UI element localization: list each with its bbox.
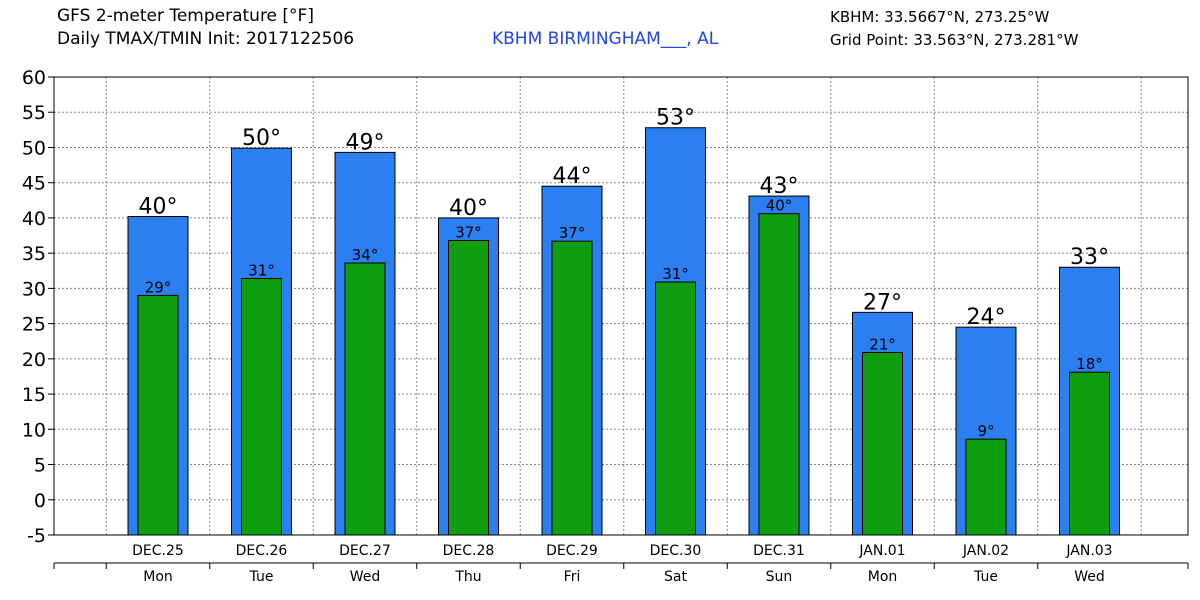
x-axis-ticks: DEC.25 Mon DEC.26 Tue DEC.27 Wed DEC.28 Thu DEC.… [105, 543, 1113, 585]
tmin-label-1: 31° [248, 262, 275, 280]
tmin-label-6: 40° [766, 197, 793, 215]
x-day-label-1: Tue [249, 569, 274, 585]
grid-point-coordinates: Grid Point: 33.563°N, 273.281°W [830, 31, 1079, 49]
tmin-label-2: 34° [352, 246, 379, 264]
x-day-label-2: Wed [350, 569, 381, 585]
y-tick-label-1: 0 [34, 490, 46, 512]
tmin-label-7: 21° [869, 336, 896, 354]
tmax-label-8: 24° [967, 305, 1006, 330]
tmin-bar-5 [655, 281, 696, 536]
tmax-label-1: 50° [242, 126, 281, 151]
chart-title-line2: Daily TMAX/TMIN Init: 2017122506 [57, 29, 355, 49]
x-day-label-5: Sat [664, 569, 687, 585]
y-tick-label-10: 45 [22, 173, 46, 195]
x-day-label-8: Tue [973, 569, 998, 585]
x-day-label-0: Mon [143, 569, 173, 585]
x-date-label-0: DEC.25 [132, 543, 184, 559]
x-day-label-9: Wed [1074, 569, 1105, 585]
tmin-bar-1 [241, 278, 282, 536]
y-tick-label-9: 40 [22, 208, 46, 230]
x-date-label-8: JAN.02 [962, 543, 1009, 559]
tmin-bar-4 [551, 240, 593, 536]
tmax-label-2: 49° [346, 130, 385, 155]
y-tick-label-12: 55 [22, 102, 46, 124]
tmin-label-3: 37° [455, 223, 482, 241]
y-tick-label-4: 15 [22, 384, 46, 406]
tmin-bar-0 [137, 294, 179, 536]
tmax-label-3: 40° [449, 196, 488, 221]
grid-lines [54, 77, 1188, 535]
bars: 40°29°50°31°49°34°40°37°44°37°53°31°43°4… [127, 106, 1120, 536]
tmin-label-8: 9° [977, 422, 994, 440]
tmin-label-5: 31° [662, 265, 689, 283]
y-tick-label-11: 50 [22, 137, 46, 159]
tmax-label-5: 53° [656, 106, 695, 131]
x-date-label-9: JAN.03 [1065, 543, 1112, 559]
x-day-label-3: Thu [454, 569, 481, 585]
tmin-bar-8 [965, 438, 1007, 536]
tmin-label-4: 37° [559, 224, 586, 242]
x-day-label-4: Fri [564, 569, 581, 585]
y-tick-label-7: 30 [22, 278, 46, 300]
x-date-label-6: DEC.31 [753, 543, 805, 559]
x-date-label-7: JAN.01 [858, 543, 905, 559]
y-tick-label-8: 35 [22, 243, 46, 265]
station-name: KBHM BIRMINGHAM___, AL [492, 29, 719, 49]
y-tick-label-13: 60 [22, 67, 46, 89]
chart-title-line1: GFS 2-meter Temperature [°F] [57, 6, 314, 26]
tmin-label-0: 29° [145, 278, 172, 296]
x-date-label-4: DEC.29 [546, 543, 598, 559]
tmax-label-4: 44° [553, 164, 592, 189]
tmin-bar-7 [862, 352, 903, 536]
tmin-label-9: 18° [1076, 355, 1103, 373]
tmax-label-0: 40° [139, 195, 178, 220]
tmin-bar-9 [1069, 371, 1110, 536]
y-tick-label-5: 20 [22, 349, 46, 371]
x-date-label-5: DEC.30 [650, 543, 702, 559]
x-date-label-3: DEC.28 [443, 543, 495, 559]
y-tick-label-2: 5 [34, 455, 46, 477]
tmin-bar-3 [448, 239, 489, 536]
tmax-label-6: 43° [760, 174, 799, 199]
y-axis-ticks: -5 0 5 10 15 20 25 30 35 40 45 50 55 60 [22, 67, 54, 547]
tmin-bar-6 [758, 213, 800, 536]
y-tick-label-6: 25 [22, 314, 46, 336]
station-coordinates: KBHM: 33.5667°N, 273.25°W [830, 8, 1050, 26]
x-date-label-2: DEC.27 [339, 543, 391, 559]
plot-frame [53, 76, 1189, 569]
y-tick-label-0: -5 [27, 525, 46, 547]
x-day-label-6: Sun [766, 569, 793, 585]
tmin-bar-2 [344, 262, 386, 536]
y-tick-label-3: 10 [22, 419, 46, 441]
tmax-label-7: 27° [863, 290, 902, 315]
x-day-label-7: Mon [868, 569, 898, 585]
x-date-label-1: DEC.26 [236, 543, 288, 559]
tmax-label-9: 33° [1070, 245, 1109, 270]
plot-border [53, 76, 1189, 536]
